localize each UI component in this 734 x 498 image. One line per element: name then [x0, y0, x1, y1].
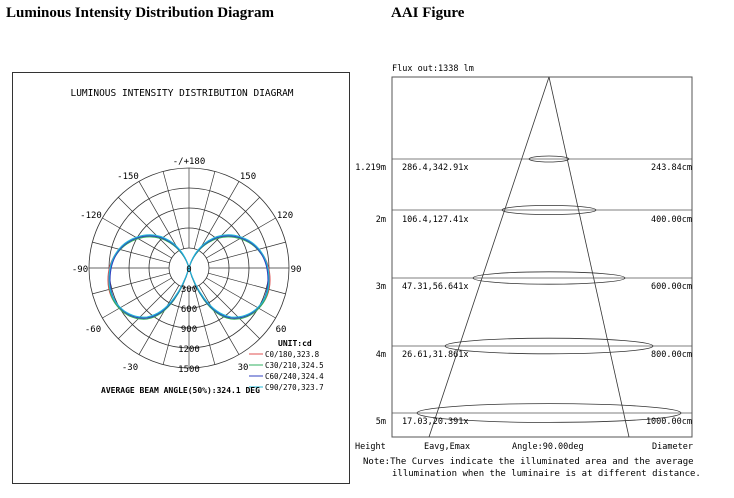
height-label-3: 3m	[376, 282, 386, 292]
grid-spoke	[193, 171, 216, 249]
grid-spoke	[92, 241, 170, 264]
beam-angle-label: AVERAGE BEAM ANGLE(50%):324.1 DEG	[101, 386, 260, 395]
eavg-label-4: 26.61,31.861x	[402, 350, 469, 360]
height-label-2: 2m	[376, 215, 386, 225]
height-label-4: 4m	[376, 350, 386, 360]
illumination-ellipse	[444, 337, 654, 355]
aai-frame	[391, 76, 693, 438]
cone-edge-left	[428, 76, 550, 438]
aai-panel: Flux out:1338 lm 1.219m 286.4,342.91x 24…	[352, 58, 734, 493]
grid-spoke	[193, 287, 216, 365]
left-header-title: Luminous Intensity Distribution Diagram	[6, 5, 274, 21]
diameter-label-2: 400.00cm	[651, 215, 692, 225]
grid-spoke	[198, 181, 240, 251]
height-label-1: 1.219m	[355, 163, 386, 173]
grid-spoke	[118, 281, 176, 339]
diameter-label-5: 1000.00cm	[646, 417, 692, 427]
flux-out-label: Flux out:1338 lm	[392, 64, 474, 74]
eavg-label-3: 47.31,56.641x	[402, 282, 469, 292]
angle-label-180: -/+180	[173, 157, 206, 167]
grid-spoke	[208, 241, 286, 264]
diameter-label-1: 243.84cm	[651, 163, 692, 173]
polar-grid	[88, 167, 290, 369]
legend-label-c0: C0/180,323.8	[265, 350, 320, 359]
legend: C0/180,323.8 C30/210,324.5 C60/240,324.4…	[249, 350, 324, 392]
radial-label-1500: 1500	[178, 365, 200, 375]
angle-label-neg60: -60	[85, 325, 101, 335]
grid-spoke	[202, 281, 260, 339]
polar-curves	[107, 234, 271, 320]
angle-label-neg30: -30	[122, 363, 138, 373]
angle-label-150: 150	[240, 172, 256, 182]
polar-chart: LUMINOUS INTENSITY DISTRIBUTION DIAGRAM …	[70, 88, 324, 395]
radial-label-1200: 1200	[178, 345, 200, 355]
angle-label-neg120: -120	[80, 211, 102, 221]
polar-title: LUMINOUS INTENSITY DISTRIBUTION DIAGRAM	[70, 88, 293, 99]
aai-cone	[392, 76, 692, 438]
polar-panel: LUMINOUS INTENSITY DISTRIBUTION DIAGRAM …	[12, 72, 350, 484]
legend-label-c90: C90/270,323.7	[265, 383, 324, 392]
column-header-height: Height	[355, 442, 386, 452]
note-line-2: illumination when the luminaire is at di…	[392, 469, 701, 479]
grid-spoke	[206, 277, 276, 319]
angle-label-neg150: -150	[117, 172, 139, 182]
grid-spoke	[202, 197, 260, 255]
angle-label-neg90: -90	[72, 265, 88, 275]
illumination-ellipse	[472, 271, 626, 285]
grid-spoke	[198, 285, 240, 355]
legend-label-c30: C30/210,324.5	[265, 361, 324, 370]
column-header-diameter: Diameter	[652, 442, 693, 452]
aai-figure: Flux out:1338 lm 1.219m 286.4,342.91x 24…	[355, 64, 701, 479]
radial-label-300: 300	[181, 285, 197, 295]
radial-label-900: 900	[181, 325, 197, 335]
intensity-curve-3	[108, 234, 270, 318]
radial-label-600: 600	[181, 305, 197, 315]
column-header-eavg: Eavg,Emax	[424, 442, 470, 452]
grid-spoke	[92, 272, 170, 295]
right-header-title: AAI Figure	[391, 5, 465, 21]
note-line-1: Note:The Curves indicate the illuminated…	[363, 457, 694, 467]
diameter-label-3: 600.00cm	[651, 282, 692, 292]
angle-label-30: 30	[238, 363, 249, 373]
angle-label-120: 120	[277, 211, 293, 221]
grid-spoke	[118, 197, 176, 255]
illumination-ellipse	[528, 155, 570, 163]
illumination-ellipse	[416, 403, 682, 423]
column-header-angle: Angle:90.00deg	[512, 442, 584, 452]
diameter-label-4: 800.00cm	[651, 350, 692, 360]
grid-spoke	[138, 285, 180, 355]
angle-label-90: 90	[291, 265, 302, 275]
grid-spoke	[102, 277, 172, 319]
grid-spoke	[138, 181, 180, 251]
grid-spoke	[162, 287, 185, 365]
cone-edge-right	[548, 76, 630, 438]
intensity-curve-2	[109, 235, 269, 319]
grid-spoke	[208, 272, 286, 295]
center-label: 0	[186, 265, 191, 275]
angle-label-60: 60	[276, 325, 287, 335]
eavg-label-2: 106.4,127.41x	[402, 215, 469, 225]
height-label-5: 5m	[376, 417, 386, 427]
legend-label-c60: C60/240,324.4	[265, 372, 324, 381]
eavg-label-1: 286.4,342.91x	[402, 163, 469, 173]
unit-label: UNIT:cd	[278, 339, 312, 348]
grid-spoke	[162, 171, 185, 249]
illumination-ellipse	[501, 204, 597, 215]
eavg-label-5: 17.03,20.391x	[402, 417, 469, 427]
